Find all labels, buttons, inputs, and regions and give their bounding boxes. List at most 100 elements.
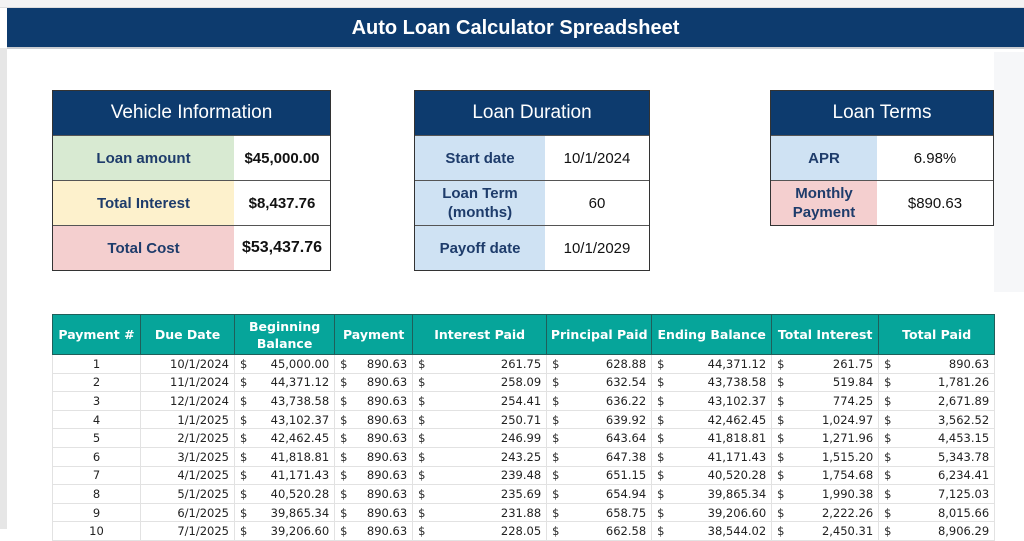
cell-total-interest[interactable]: $519.84 bbox=[771, 372, 880, 393]
cell-payment[interactable]: $890.63 bbox=[334, 354, 414, 374]
cell-due-date[interactable]: 5/1/2025 bbox=[140, 484, 235, 504]
cell-due-date[interactable]: 4/1/2025 bbox=[140, 465, 235, 486]
cell-due-date[interactable]: 7/1/2025 bbox=[140, 521, 235, 541]
cell-payment[interactable]: $890.63 bbox=[334, 372, 414, 393]
cell-beginning-balance[interactable]: $39,206.60 bbox=[233, 521, 336, 541]
cell-beginning-balance[interactable]: $43,102.37 bbox=[233, 409, 336, 430]
cell-principal-paid[interactable]: $654.94 bbox=[546, 484, 653, 504]
cell-total-paid[interactable]: $8,015.66 bbox=[878, 502, 996, 523]
header-total-interest[interactable]: Total Interest bbox=[771, 314, 880, 355]
cell-beginning-balance[interactable]: $39,865.34 bbox=[233, 502, 336, 523]
cell-total-interest[interactable]: $261.75 bbox=[771, 354, 880, 374]
header-payment-number[interactable]: Payment # bbox=[52, 314, 141, 355]
cell-interest-paid[interactable]: $235.69 bbox=[412, 484, 548, 504]
cell-payment-number[interactable]: 8 bbox=[52, 484, 141, 504]
loan-term-value[interactable]: 60 bbox=[588, 194, 606, 212]
cell-payment[interactable]: $890.63 bbox=[334, 428, 414, 448]
cell-payment-number[interactable]: 9 bbox=[52, 502, 141, 523]
cell-payment[interactable]: $890.63 bbox=[334, 446, 414, 467]
cell-principal-paid[interactable]: $651.15 bbox=[546, 465, 653, 486]
cell-ending-balance[interactable]: $41,818.81 bbox=[651, 428, 773, 448]
cell-ending-balance[interactable]: $43,102.37 bbox=[651, 391, 773, 411]
cell-beginning-balance[interactable]: $43,738.58 bbox=[233, 391, 336, 411]
cell-interest-paid[interactable]: $246.99 bbox=[412, 428, 548, 448]
cell-interest-paid[interactable]: $250.71 bbox=[412, 409, 548, 430]
cell-interest-paid[interactable]: $254.41 bbox=[412, 391, 548, 411]
total-cost-value[interactable]: $53,437.76 bbox=[241, 239, 323, 256]
cell-due-date[interactable]: 6/1/2025 bbox=[140, 502, 235, 523]
cell-interest-paid[interactable]: $261.75 bbox=[412, 354, 548, 374]
cell-payment-number[interactable]: 3 bbox=[52, 391, 141, 411]
cell-total-paid[interactable]: $2,671.89 bbox=[878, 391, 996, 411]
cell-payment[interactable]: $890.63 bbox=[334, 521, 414, 541]
payoff-date-value[interactable]: 10/1/2029 bbox=[563, 239, 631, 257]
cell-total-interest[interactable]: $1,754.68 bbox=[771, 465, 880, 486]
cell-ending-balance[interactable]: $42,462.45 bbox=[651, 409, 773, 430]
cell-payment[interactable]: $890.63 bbox=[334, 391, 414, 411]
cell-total-interest[interactable]: $1,990.38 bbox=[771, 484, 880, 504]
cell-total-paid[interactable]: $6,234.41 bbox=[878, 465, 996, 486]
cell-payment[interactable]: $890.63 bbox=[334, 409, 414, 430]
cell-total-interest[interactable]: $2,222.26 bbox=[771, 502, 880, 523]
cell-ending-balance[interactable]: $43,738.58 bbox=[651, 372, 773, 393]
loan-amount-value[interactable]: $45,000.00 bbox=[244, 149, 320, 167]
cell-due-date[interactable]: 2/1/2025 bbox=[140, 428, 235, 448]
cell-payment-number[interactable]: 1 bbox=[52, 354, 141, 374]
cell-payment-number[interactable]: 4 bbox=[52, 409, 141, 430]
cell-ending-balance[interactable]: $39,206.60 bbox=[651, 502, 773, 523]
cell-interest-paid[interactable]: $258.09 bbox=[412, 372, 548, 393]
cell-total-paid[interactable]: $3,562.52 bbox=[878, 409, 996, 430]
cell-total-interest[interactable]: $2,450.31 bbox=[771, 521, 880, 541]
cell-total-interest[interactable]: $1,515.20 bbox=[771, 446, 880, 467]
cell-beginning-balance[interactable]: $41,171.43 bbox=[233, 465, 336, 486]
cell-principal-paid[interactable]: $662.58 bbox=[546, 521, 653, 541]
cell-ending-balance[interactable]: $44,371.12 bbox=[651, 354, 773, 374]
cell-total-paid[interactable]: $4,453.15 bbox=[878, 428, 996, 448]
cell-principal-paid[interactable]: $632.54 bbox=[546, 372, 653, 393]
start-date-value[interactable]: 10/1/2024 bbox=[563, 149, 631, 167]
cell-interest-paid[interactable]: $231.88 bbox=[412, 502, 548, 523]
cell-beginning-balance[interactable]: $40,520.28 bbox=[233, 484, 336, 504]
cell-total-interest[interactable]: $1,024.97 bbox=[771, 409, 880, 430]
cell-principal-paid[interactable]: $639.92 bbox=[546, 409, 653, 430]
cell-beginning-balance[interactable]: $44,371.12 bbox=[233, 372, 336, 393]
cell-principal-paid[interactable]: $628.88 bbox=[546, 354, 653, 374]
header-principal-paid[interactable]: Principal Paid bbox=[546, 314, 653, 355]
cell-ending-balance[interactable]: $41,171.43 bbox=[651, 446, 773, 467]
cell-beginning-balance[interactable]: $45,000.00 bbox=[233, 354, 336, 374]
header-beginning-balance[interactable]: Beginning Balance bbox=[233, 314, 336, 355]
total-interest-value[interactable]: $8,437.76 bbox=[248, 194, 316, 212]
cell-payment-number[interactable]: 6 bbox=[52, 446, 141, 467]
cell-due-date[interactable]: 11/1/2024 bbox=[140, 372, 235, 393]
cell-total-paid[interactable]: $7,125.03 bbox=[878, 484, 996, 504]
cell-total-interest[interactable]: $1,271.96 bbox=[771, 428, 880, 448]
cell-interest-paid[interactable]: $239.48 bbox=[412, 465, 548, 486]
apr-value[interactable]: 6.98% bbox=[913, 149, 957, 167]
cell-payment-number[interactable]: 5 bbox=[52, 428, 141, 448]
cell-total-paid[interactable]: $8,906.29 bbox=[878, 521, 996, 541]
cell-interest-paid[interactable]: $243.25 bbox=[412, 446, 548, 467]
cell-principal-paid[interactable]: $658.75 bbox=[546, 502, 653, 523]
cell-payment-number[interactable]: 7 bbox=[52, 465, 141, 486]
cell-interest-paid[interactable]: $228.05 bbox=[412, 521, 548, 541]
header-total-paid[interactable]: Total Paid bbox=[878, 314, 996, 355]
header-payment[interactable]: Payment bbox=[334, 314, 414, 355]
cell-total-paid[interactable]: $5,343.78 bbox=[878, 446, 996, 467]
cell-principal-paid[interactable]: $647.38 bbox=[546, 446, 653, 467]
cell-total-paid[interactable]: $1,781.26 bbox=[878, 372, 996, 393]
monthly-payment-value[interactable]: $890.63 bbox=[907, 194, 963, 212]
cell-beginning-balance[interactable]: $42,462.45 bbox=[233, 428, 336, 448]
cell-principal-paid[interactable]: $636.22 bbox=[546, 391, 653, 411]
cell-principal-paid[interactable]: $643.64 bbox=[546, 428, 653, 448]
cell-payment-number[interactable]: 10 bbox=[52, 521, 141, 541]
cell-total-interest[interactable]: $774.25 bbox=[771, 391, 880, 411]
cell-beginning-balance[interactable]: $41,818.81 bbox=[233, 446, 336, 467]
cell-due-date[interactable]: 10/1/2024 bbox=[140, 354, 235, 374]
header-ending-balance[interactable]: Ending Balance bbox=[651, 314, 773, 355]
cell-payment-number[interactable]: 2 bbox=[52, 372, 141, 393]
cell-payment[interactable]: $890.63 bbox=[334, 502, 414, 523]
cell-due-date[interactable]: 3/1/2025 bbox=[140, 446, 235, 467]
cell-due-date[interactable]: 1/1/2025 bbox=[140, 409, 235, 430]
cell-payment[interactable]: $890.63 bbox=[334, 484, 414, 504]
cell-payment[interactable]: $890.63 bbox=[334, 465, 414, 486]
